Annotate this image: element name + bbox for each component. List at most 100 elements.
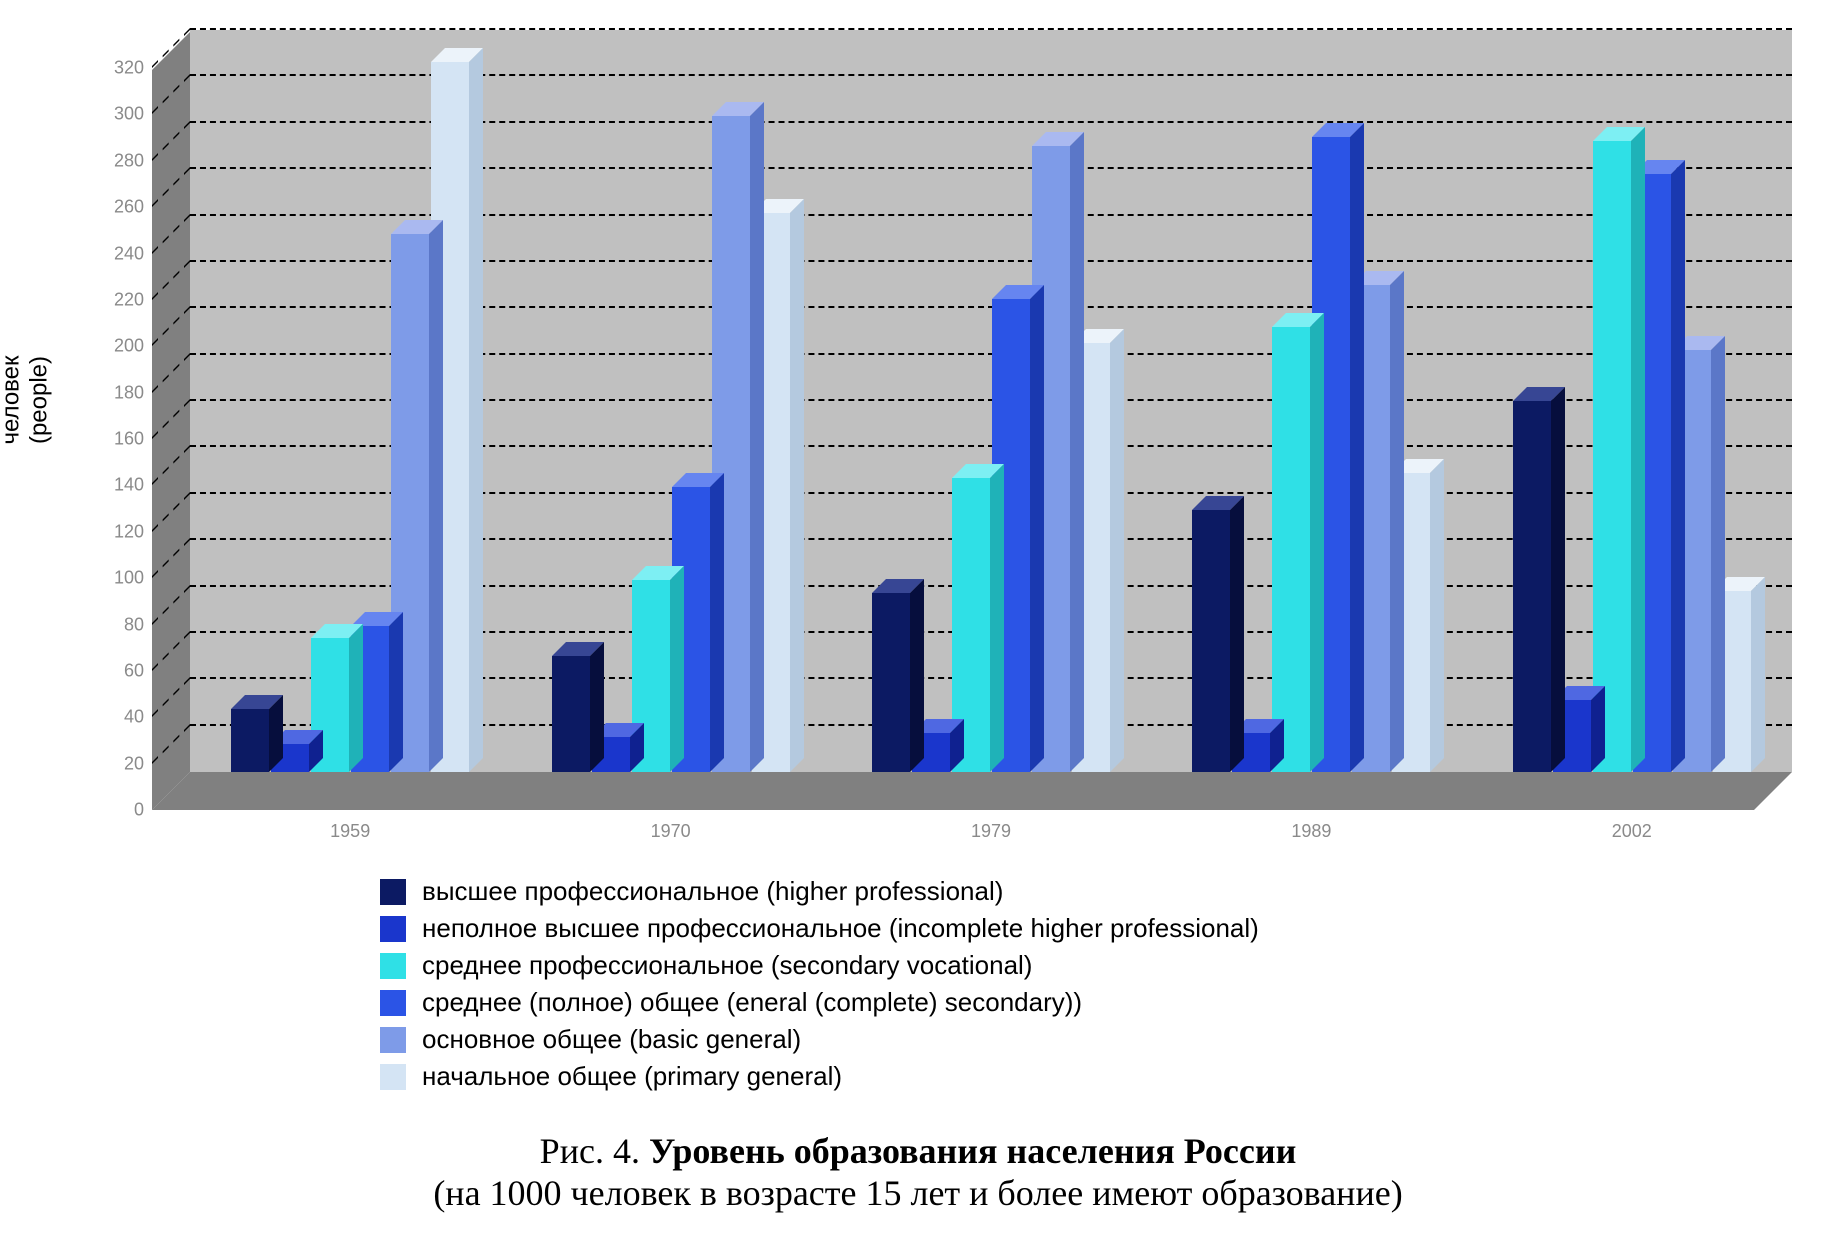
legend-swatch [380,1027,406,1053]
bar-side [1711,336,1725,772]
bar-group: 1959 [231,30,469,772]
y-tick-label: 260 [114,197,144,218]
bar-side [670,566,684,772]
plot-3d: 1959 1970 1979 1989 2002 [152,30,1792,810]
bar-side [990,464,1004,772]
bar-front [1192,510,1230,772]
bar-side [750,102,764,772]
bar-group: 1989 [1192,30,1430,772]
x-tick-label: 1970 [552,821,790,842]
bar [1272,327,1310,772]
bar-side [1430,459,1444,772]
legend-label: начальное общее (primary general) [422,1061,842,1092]
legend: высшее профессиональное (higher professi… [380,870,1259,1098]
legend-item: среднее профессиональное (secondary voca… [380,950,1259,981]
bar-front [1593,141,1631,772]
y-tick-label: 220 [114,289,144,310]
legend-label: основное общее (basic general) [422,1024,801,1055]
bar-side [1310,313,1324,772]
bar-front [552,656,590,772]
y-tick-label: 60 [124,660,144,681]
legend-label: среднее профессиональное (secondary voca… [422,950,1032,981]
bar-side [790,199,804,772]
y-tick-label: 200 [114,336,144,357]
bar-side [1390,271,1404,772]
legend-item: неполное высшее профессиональное (incomp… [380,913,1259,944]
bar [1593,141,1631,772]
legend-swatch [380,1064,406,1090]
chart-floor-side [152,32,190,810]
bar-side [469,48,483,772]
legend-item: начальное общее (primary general) [380,1061,1259,1092]
y-axis-label: человек (people) [0,355,53,444]
y-tick-labels: 0204060801001201401601802002202402602803… [90,30,150,810]
y-tick-label: 120 [114,521,144,542]
page: человек (people) 0 20 40 60 80 100 120 140 160 18… [0,0,1836,1246]
legend-label: среднее (полное) общее (eneral (complete… [422,987,1082,1018]
legend-swatch [380,953,406,979]
y-tick-label: 140 [114,475,144,496]
bar-side [910,579,924,772]
y-tick-label: 180 [114,382,144,403]
y-tick-label: 100 [114,568,144,589]
x-tick-label: 1979 [872,821,1110,842]
caption-prefix: Рис. 4. [540,1131,649,1171]
bar-side [1030,285,1044,772]
bar-side [710,473,724,772]
y-tick-label: 0 [134,800,144,821]
legend-swatch [380,916,406,942]
chart-area: 0204060801001201401601802002202402602803… [90,30,1800,810]
x-tick-label: 1989 [1192,821,1430,842]
y-tick-label: 300 [114,104,144,125]
bar [1192,510,1230,772]
y-axis-label-line2: (people) [25,356,52,444]
bar-group: 1979 [872,30,1110,772]
bar-side [1551,387,1565,772]
bar-side [1591,686,1605,772]
bar-side [1070,132,1084,772]
bar [1513,401,1551,772]
y-tick-label: 240 [114,243,144,264]
caption-title: Уровень образования населения России [649,1131,1296,1171]
y-tick-label: 80 [124,614,144,635]
bar-side [590,642,604,772]
y-tick-label: 320 [114,58,144,79]
bar-group: 1970 [552,30,790,772]
bar-side [389,612,403,772]
bar [231,709,269,772]
caption-line1: Рис. 4. Уровень образования населения Ро… [0,1130,1836,1172]
bar [552,656,590,772]
y-tick-label: 160 [114,429,144,450]
caption: Рис. 4. Уровень образования населения Ро… [0,1130,1836,1214]
bar-side [429,220,443,772]
legend-item: основное общее (basic general) [380,1024,1259,1055]
legend-swatch [380,990,406,1016]
legend-label: неполное высшее профессиональное (incomp… [422,913,1259,944]
chart-floor [152,772,1792,810]
bar-group: 2002 [1513,30,1751,772]
bar-side [349,624,363,772]
legend-label: высшее профессиональное (higher professi… [422,876,1003,907]
bar-front [872,593,910,772]
legend-swatch [380,879,406,905]
y-axis-label-line1: человек [0,355,24,444]
bar-groups: 1959 1970 1979 1989 2002 [190,30,1792,772]
bar-front [231,709,269,772]
bar-side [1350,123,1364,772]
legend-item: высшее профессиональное (higher professi… [380,876,1259,907]
x-tick-label: 2002 [1513,821,1751,842]
bar-side [1110,329,1124,772]
bar-front [1272,327,1310,772]
y-tick-label: 280 [114,150,144,171]
y-tick-label: 40 [124,707,144,728]
legend-item: среднее (полное) общее (eneral (complete… [380,987,1259,1018]
y-axis-label-container: человек (people) [10,250,40,550]
caption-subtitle: (на 1000 человек в возрасте 15 лет и бол… [0,1172,1836,1214]
bar-front [1513,401,1551,772]
x-tick-label: 1959 [231,821,469,842]
bar-side [1631,127,1645,772]
bar [872,593,910,772]
bar-side [1751,577,1765,772]
y-tick-label: 20 [124,753,144,774]
bar-side [1230,496,1244,772]
